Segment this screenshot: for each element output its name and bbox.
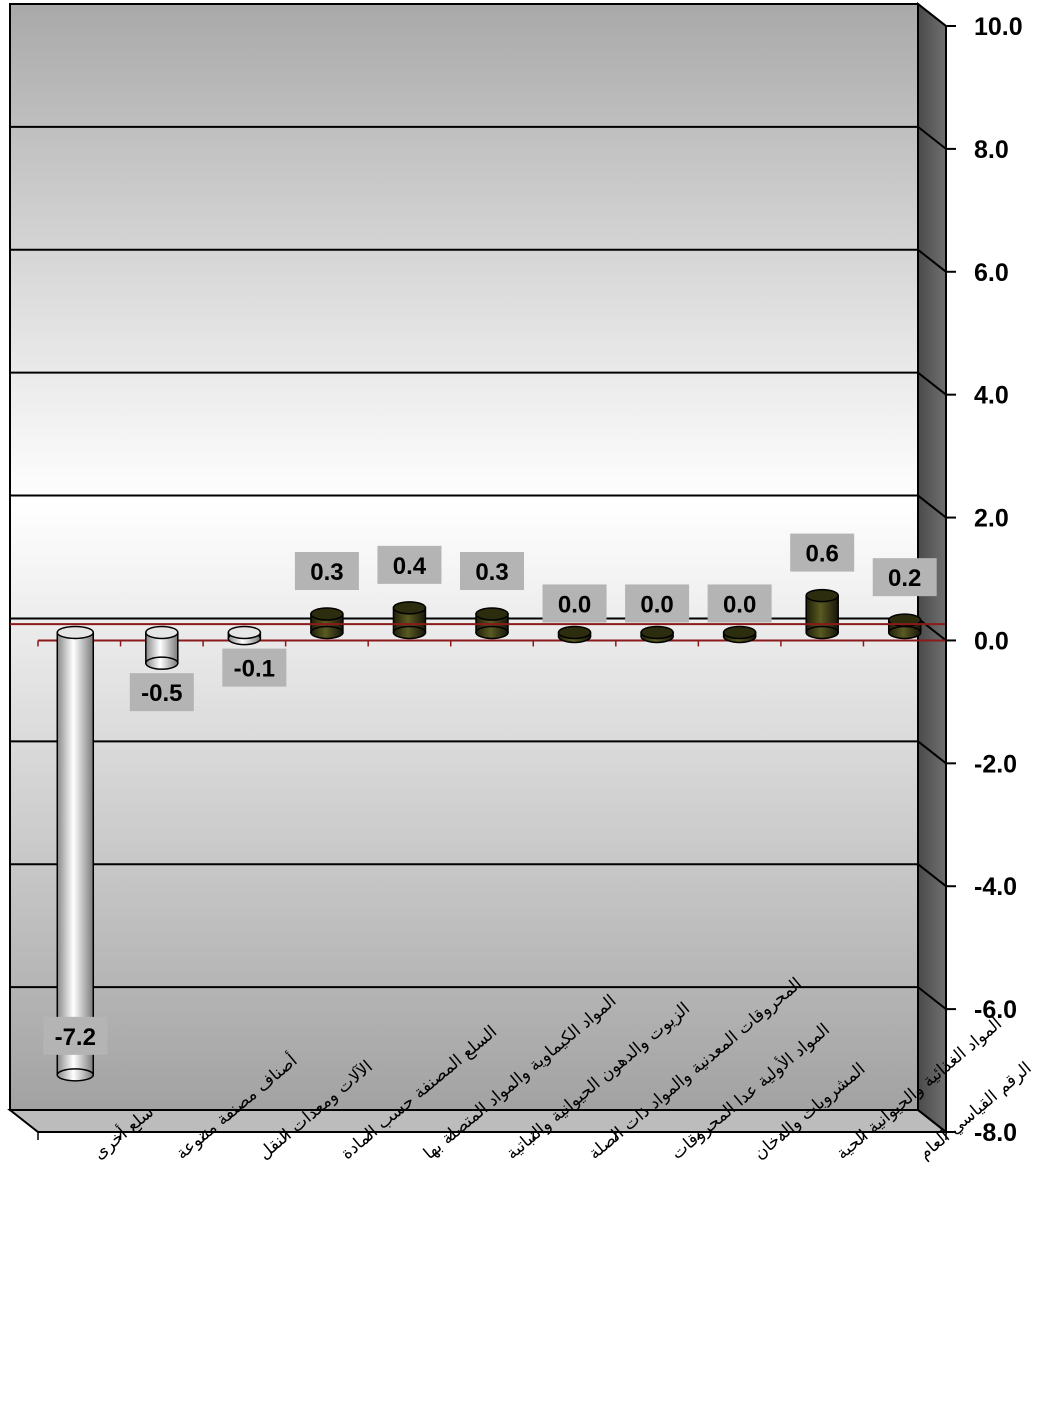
bar-base: [56, 1068, 95, 1082]
bar-cap: [557, 625, 592, 640]
y-tick-label: 0.0: [974, 627, 1009, 655]
zero-plane: [37, 639, 947, 647]
data-label-box: [294, 552, 359, 591]
bar-base: [145, 656, 179, 670]
gridline-side: [917, 371, 947, 396]
y-tick-label: -4.0: [974, 873, 1017, 901]
bar-cap: [56, 625, 95, 640]
data-label: 0.2: [888, 565, 921, 592]
gridline-side: [917, 863, 947, 888]
y-tick-label: 6.0: [974, 259, 1009, 287]
bar-cap: [227, 625, 262, 640]
bar-base: [475, 625, 509, 640]
y-tick-label: 8.0: [974, 136, 1009, 164]
gridline-side: [917, 986, 947, 1010]
y-tick-label: -6.0: [974, 996, 1017, 1024]
y-tick-label: -8.0: [974, 1119, 1017, 1147]
data-label: 0.4: [393, 553, 427, 580]
y-axis: 10.0 8.0 6.0 4.0 2.0 0.0 -2.0 -4.0 -6.0 -8.0: [945, 13, 1023, 1147]
data-label: 0.0: [640, 591, 673, 618]
data-label-box: [542, 584, 607, 623]
data-label-box: [707, 584, 772, 623]
data-label: 0.0: [558, 591, 591, 618]
data-label-box: [460, 552, 524, 591]
data-label: -7.2: [55, 1024, 96, 1051]
data-label-box: [222, 648, 287, 687]
bar-base: [887, 625, 922, 640]
bar-body: [56, 631, 95, 1076]
bar-base: [310, 625, 344, 640]
gridline-side: [917, 494, 947, 519]
data-label-box: [129, 673, 194, 712]
data-label-box: [790, 533, 855, 572]
gridline-side: [917, 1109, 947, 1133]
data-label-box: [377, 545, 442, 584]
data-label: 0.6: [805, 541, 838, 568]
y-tick-label: 4.0: [974, 382, 1009, 410]
bar-cap: [310, 607, 344, 621]
data-labels: -7.2 -0.5 -0.1 0.3 0.4 0.3 0.0 0.0 0.0 0.6 0.2: [43, 533, 937, 1055]
data-label: 0.3: [310, 559, 343, 586]
bar-cap: [145, 625, 179, 640]
y-tick-label: 10.0: [974, 13, 1023, 41]
bar-base: [805, 625, 839, 640]
bar-cap: [640, 625, 674, 640]
gridlines: [10, 3, 947, 1133]
gridline-side: [917, 126, 947, 150]
data-label-box: [872, 558, 937, 597]
gridline-side: [917, 248, 947, 273]
plot-frame: [7, 1, 949, 1135]
bar-cap: [392, 601, 427, 615]
bar-cap: [722, 625, 757, 640]
gridline-side: [917, 740, 947, 765]
y-tick-label: -2.0: [974, 750, 1017, 778]
gridline-side: [917, 617, 947, 642]
data-label-box: [625, 584, 690, 623]
bar-cap: [805, 588, 839, 603]
bar-cap: [475, 607, 509, 621]
bar-base: [392, 625, 427, 640]
data-label: 0.3: [475, 559, 508, 586]
data-label: 0.0: [723, 591, 756, 618]
data-label: -0.1: [234, 656, 275, 683]
y-tick-label: 2.0: [974, 505, 1009, 533]
data-label: -0.5: [141, 680, 182, 707]
gridline-side: [917, 3, 947, 27]
data-label-box: [43, 1016, 108, 1055]
